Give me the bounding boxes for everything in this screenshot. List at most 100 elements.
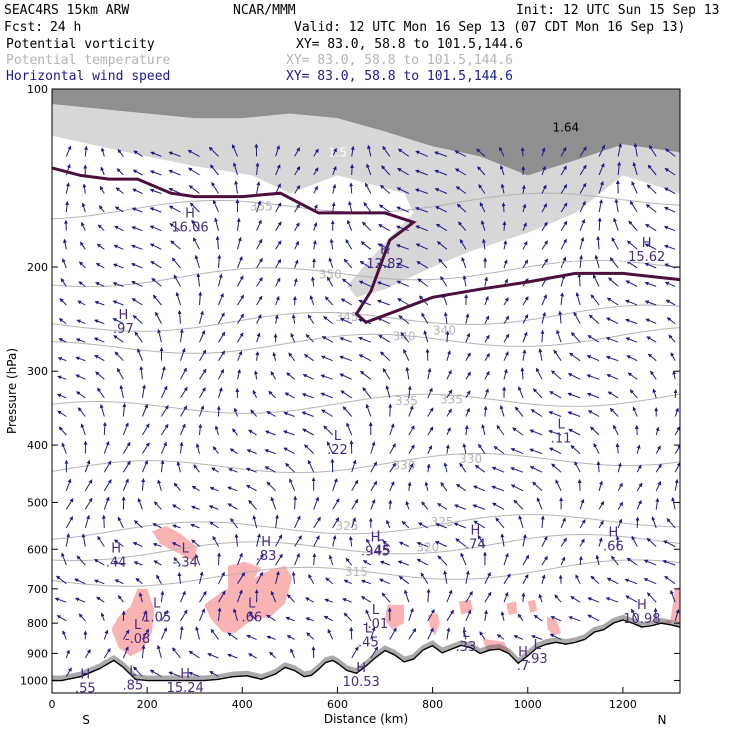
- wind-arrow-859: [644, 243, 657, 250]
- wind-arrow-886: [664, 263, 676, 269]
- wind-arrow-640: [484, 591, 492, 603]
- wind-arrow-694: [521, 592, 526, 603]
- wind-arrow-47: [84, 479, 93, 492]
- wind-arrow-36: [78, 281, 86, 287]
- wind-arrow-218: [191, 485, 200, 492]
- wind-arrow-465: [359, 370, 372, 380]
- wind-arrow-619: [479, 202, 486, 213]
- wind-arrow-799: [595, 554, 600, 566]
- wind-arrow-718: [541, 536, 548, 547]
- wind-arrow-905: [674, 608, 680, 621]
- wind-arrow-256: [207, 653, 219, 659]
- wind-arrow-308: [256, 553, 264, 566]
- wind-arrow-117: [131, 226, 143, 232]
- wind-arrow-557: [416, 558, 429, 566]
- wind-arrow-366: [286, 594, 295, 603]
- wind-arrow-788: [586, 355, 600, 362]
- wind-arrow-632: [478, 443, 486, 454]
- wind-arrow-673: [522, 203, 527, 213]
- wind-arrow-577: [446, 427, 451, 436]
- wind-arrow-707: [540, 329, 545, 343]
- wind-arrow-627: [484, 353, 490, 361]
- wind-arrow-169: [156, 644, 162, 659]
- wind-arrow-89: [114, 225, 124, 232]
- wind-arrow-532: [404, 589, 410, 603]
- wind-arrow-134: [132, 542, 143, 547]
- wind-arrow-649: [503, 259, 508, 269]
- wind-arrow-765: [567, 411, 581, 417]
- wind-arrow-558: [420, 572, 429, 584]
- wind-arrow-168: [160, 627, 167, 640]
- wind-arrow-20: [65, 516, 74, 529]
- extremum-kind-13: L: [153, 596, 161, 611]
- wind-arrow-826: [606, 577, 619, 585]
- wind-arrow-407: [323, 316, 334, 324]
- wind-arrow-556: [416, 541, 428, 547]
- wind-arrow-588: [446, 627, 451, 640]
- extremum-kind-2: H: [642, 236, 652, 251]
- wind-arrow-77: [101, 514, 106, 528]
- wind-arrow-3: [65, 200, 70, 213]
- extremum-kind-16: L: [365, 622, 373, 637]
- extremum-kind-8: H: [261, 535, 271, 550]
- wind-arrow-755: [579, 218, 586, 231]
- wind-arrow-98: [119, 384, 124, 399]
- wind-arrow-725: [560, 165, 567, 176]
- wind-arrow-2: [65, 182, 70, 194]
- wind-arrow-606: [459, 462, 467, 473]
- wind-arrow-122: [132, 314, 143, 324]
- wind-arrow-65: [94, 300, 105, 306]
- model-title: SEAC4RS 15km ARW: [4, 3, 129, 18]
- wind-arrow-535: [415, 150, 428, 157]
- wind-arrow-669: [496, 634, 505, 640]
- wind-arrow-118: [131, 244, 143, 250]
- y-tick-label-0: 100: [27, 83, 48, 96]
- wind-arrow-756: [579, 236, 585, 250]
- wind-arrow-442: [351, 459, 357, 473]
- wind-arrow-720: [541, 574, 546, 584]
- wind-arrow-282: [237, 589, 243, 603]
- wind-arrow-705: [541, 294, 547, 306]
- theta-label-9: 340: [433, 324, 456, 338]
- wind-arrow-213: [199, 387, 206, 399]
- wind-arrow-490: [377, 317, 391, 325]
- wind-arrow-115: [132, 188, 143, 194]
- wind-arrow-177: [171, 257, 181, 269]
- wind-arrow-452: [351, 646, 359, 659]
- wind-arrow-828: [633, 142, 638, 157]
- wind-arrow-0: [65, 145, 72, 157]
- wind-arrow-809: [609, 257, 619, 269]
- wind-arrow-391: [313, 535, 320, 547]
- wind-arrow-374: [313, 222, 318, 231]
- wind-arrow-151: [155, 311, 162, 324]
- wind-arrow-838: [625, 337, 638, 343]
- wind-arrow-208: [198, 291, 203, 306]
- wind-arrow-401: [331, 202, 336, 213]
- wind-arrow-483: [379, 184, 391, 194]
- extremum-value-18: -.08: [125, 632, 150, 647]
- wind-arrow-516: [397, 298, 410, 306]
- wind-arrow-154: [160, 366, 166, 380]
- wind-arrow-590: [454, 168, 467, 176]
- wind-arrow-608: [454, 504, 467, 510]
- wind-arrow-863: [645, 318, 657, 325]
- wind-arrow-128: [141, 423, 150, 436]
- wind-arrow-882: [664, 187, 676, 194]
- wind-arrow-869: [655, 426, 660, 436]
- wind-arrow-900: [666, 518, 676, 529]
- wind-arrow-862: [644, 300, 657, 306]
- wind-arrow-742: [555, 479, 562, 492]
- wind-arrow-835: [625, 280, 638, 287]
- wind-arrow-103: [122, 478, 129, 491]
- wind-arrow-284: [227, 632, 238, 640]
- wind-arrow-563: [434, 169, 448, 176]
- wind-arrow-892: [672, 370, 677, 380]
- wind-arrow-335: [275, 534, 283, 547]
- wind-arrow-112: [122, 646, 129, 659]
- wind-arrow-866: [650, 370, 657, 380]
- wind-arrow-821: [617, 482, 623, 492]
- wind-arrow-81: [96, 596, 105, 603]
- wind-arrow-129: [141, 442, 150, 454]
- wind-arrow-381: [303, 354, 314, 362]
- extremum-value-11: .74: [465, 537, 486, 552]
